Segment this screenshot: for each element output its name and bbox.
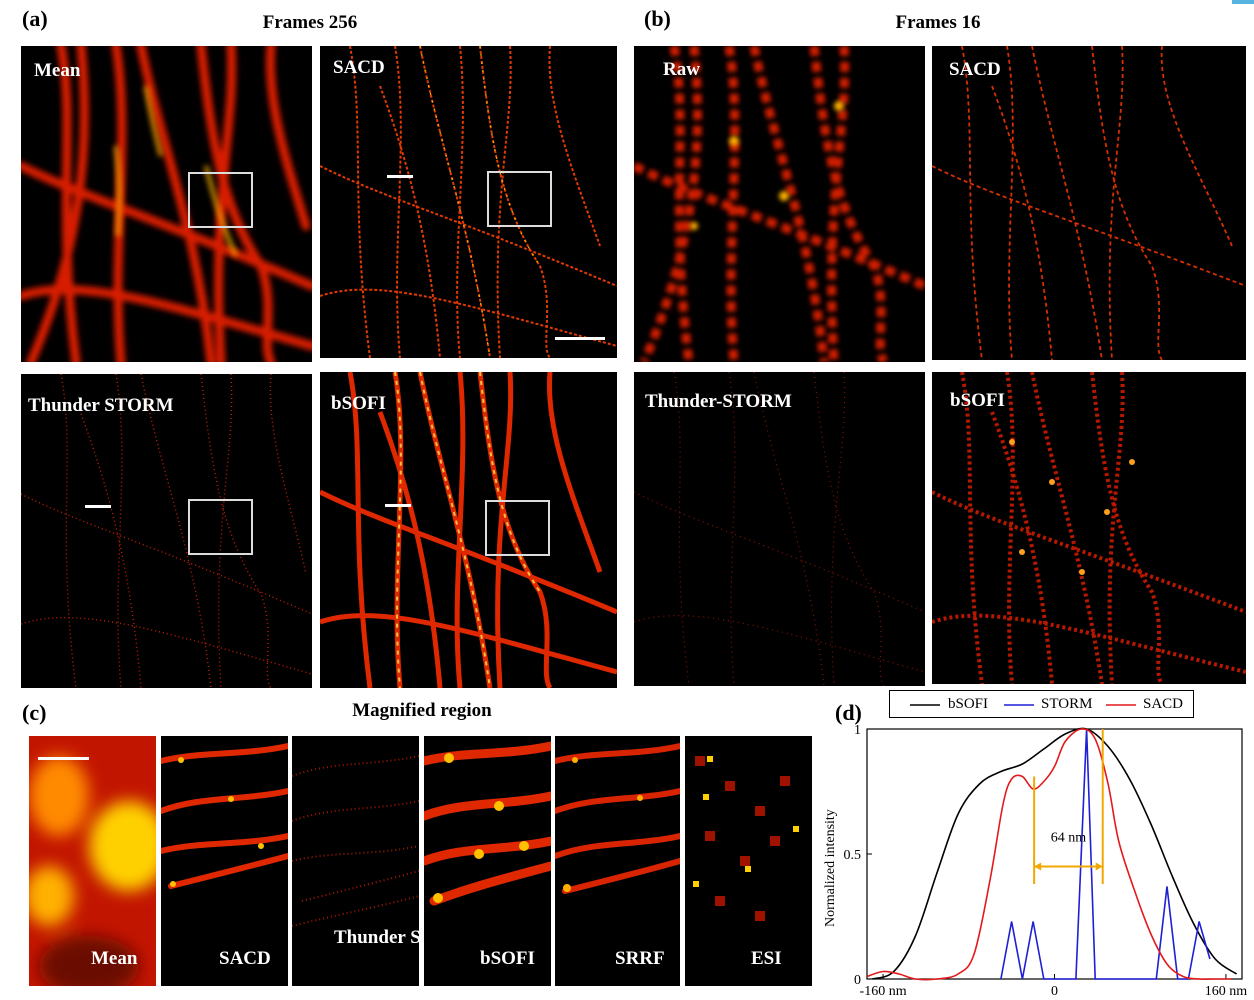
image-b-bsofi: bSOFI <box>932 372 1246 684</box>
image-a-bsofi: bSOFI <box>320 372 617 688</box>
annotation-arrowhead <box>1034 862 1042 871</box>
x-tick-label: -160 nm <box>860 984 907 999</box>
scale-bar <box>38 757 89 760</box>
series-line-bsofi <box>872 727 1238 980</box>
image-label: SACD <box>333 57 385 78</box>
scale-bar <box>555 337 605 340</box>
legend-swatch-bsofi <box>910 704 940 706</box>
microtubule-filaments <box>932 46 1246 360</box>
thumb-sacd: SACD <box>161 736 288 986</box>
y-tick-label: 0.5 <box>844 848 862 863</box>
y-tick-label: 0 <box>854 973 861 988</box>
legend-label-bsofi: bSOFI <box>948 696 989 712</box>
annotation-arrowhead <box>1095 862 1103 871</box>
image-b-thunderstorm: Thunder-STORM <box>634 372 925 686</box>
panel-b-title: Frames 16 <box>895 12 981 33</box>
thumb-label: SACD <box>219 948 271 969</box>
series-line-sacd <box>866 728 1232 981</box>
panel-a-label: (a) <box>22 6 48 31</box>
thumb-thunderstorm: Thunder STORM <box>292 736 419 986</box>
image-label: Mean <box>34 60 81 81</box>
y-tick-label: 1 <box>854 723 861 738</box>
thumb-label: bSOFI <box>480 948 535 969</box>
scale-bar <box>387 175 413 178</box>
image-label: Raw <box>663 59 700 80</box>
image-label: SACD <box>949 59 1001 80</box>
chart-series <box>866 727 1238 981</box>
panel-c-label: (c) <box>22 700 47 725</box>
magnified-region <box>292 755 419 927</box>
thumb-label: ESI <box>751 948 782 969</box>
image-label: Thunder STORM <box>28 395 174 416</box>
series-line-storm <box>1000 728 1211 980</box>
microtubule-filaments <box>932 372 1246 684</box>
thumb-label: Thunder STORM <box>334 927 419 948</box>
thumb-mean: Mean <box>29 736 156 986</box>
image-a-mean: Mean <box>21 46 312 362</box>
image-label: bSOFI <box>331 393 386 414</box>
roi-box <box>188 172 253 228</box>
thumb-esi: ESI <box>685 736 812 986</box>
microtubule-filaments <box>320 46 617 358</box>
scale-bar <box>385 504 411 507</box>
magnified-region <box>161 743 288 889</box>
roi-box <box>487 171 552 227</box>
thumb-label: Mean <box>91 948 138 969</box>
image-b-sacd: SACD <box>932 46 1246 360</box>
magnified-region <box>424 741 551 906</box>
annotation-label: 64 nm <box>1051 831 1087 846</box>
legend-label-storm: STORM <box>1041 696 1093 712</box>
panel-a-title: Frames 256 <box>262 12 358 33</box>
legend-swatch-storm <box>1004 704 1034 706</box>
roi-box <box>188 499 253 555</box>
image-a-sacd: SACD <box>320 46 617 358</box>
panel-b-label: (b) <box>644 6 671 31</box>
panel-d-label: (d) <box>835 700 862 725</box>
scale-bar <box>85 505 111 508</box>
image-label: Thunder-STORM <box>645 391 792 412</box>
legend-label-sacd: SACD <box>1143 696 1184 712</box>
image-b-raw: Raw <box>634 46 925 362</box>
microtubule-filaments <box>21 46 312 362</box>
microtubule-filaments <box>21 374 312 688</box>
chart-legend: bSOFI STORM SACD <box>889 690 1194 718</box>
magnified-region <box>693 756 799 921</box>
line-chart: Normalized intensity -160 nm 0 160 nm00.51… <box>823 723 1248 999</box>
magnified-region <box>29 756 156 986</box>
image-a-thunderstorm: Thunder STORM <box>21 374 312 688</box>
microtubule-filaments <box>320 372 617 688</box>
x-tick-label: 160 nm <box>1205 984 1248 999</box>
y-axis-label: Normalized intensity <box>823 809 838 927</box>
image-label: bSOFI <box>950 390 1005 411</box>
corner-marker <box>1232 0 1254 4</box>
panel-c-title: Magnified region <box>352 700 492 721</box>
magnified-region <box>555 743 680 894</box>
thumb-label: SRRF <box>615 948 665 969</box>
legend-swatch-sacd <box>1106 704 1136 706</box>
roi-box <box>485 500 550 556</box>
microtubule-filaments <box>634 46 925 362</box>
microtubule-filaments <box>634 372 925 686</box>
x-tick-label: 0 <box>1051 984 1058 999</box>
chart-annotation: 64 nm <box>1033 729 1104 884</box>
thumb-bsofi: bSOFI <box>424 736 551 986</box>
thumb-srrf: SRRF <box>555 736 680 986</box>
